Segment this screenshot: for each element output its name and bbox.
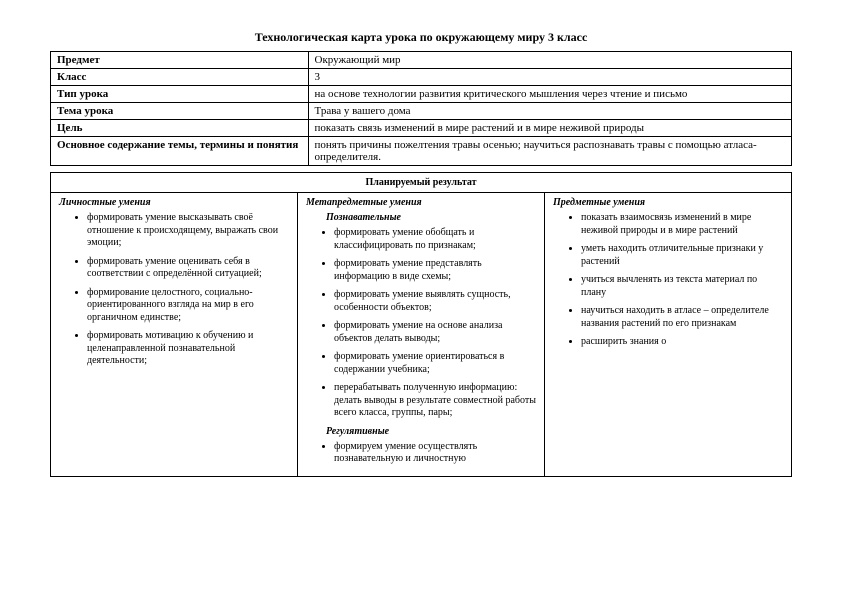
cognitive-list: формировать умение обобщать и классифици…: [306, 227, 536, 420]
list-item: формировать умение оценивать себя в соот…: [87, 256, 289, 281]
info-row: Тема урокаТрава у вашего дома: [51, 103, 792, 120]
list-item: расширить знания о: [581, 336, 783, 349]
page-title: Технологическая карта урока по окружающе…: [50, 30, 792, 45]
list-item: учиться вычленять из текста материал по …: [581, 274, 783, 299]
list-item: показать взаимосвязь изменений в мире не…: [581, 212, 783, 237]
info-row: Тип урока на основе технологии развития …: [51, 86, 792, 103]
list-item: формировать умение на основе анализа объ…: [334, 320, 536, 345]
info-label: Класс: [51, 69, 309, 86]
info-label: Тип урока: [51, 86, 309, 103]
personal-list: формировать умение высказывать своё отно…: [59, 212, 289, 368]
result-heading: Планируемый результат: [51, 173, 792, 193]
list-item: перерабатывать полученную информацию: де…: [334, 382, 536, 420]
result-table: Планируемый результат Личностные умения …: [50, 172, 792, 477]
regulative-head: Регулятивные: [326, 426, 536, 437]
list-item: формируем умение осуществлять познавател…: [334, 441, 536, 466]
regulative-list: формируем умение осуществлять познавател…: [306, 441, 536, 466]
info-row: ПредметОкружающий мир: [51, 52, 792, 69]
list-item: уметь находить отличительные признаки у …: [581, 243, 783, 268]
list-item: формировать умение представлять информац…: [334, 258, 536, 283]
info-label: Цель: [51, 120, 309, 137]
list-item: формирование целостного, социально-ориен…: [87, 287, 289, 325]
info-row: Цельпоказать связь изменений в мире раст…: [51, 120, 792, 137]
info-table: ПредметОкружающий мир Класс3 Тип урока н…: [50, 51, 792, 166]
personal-head: Личностные умения: [59, 197, 289, 208]
info-label: Тема урока: [51, 103, 309, 120]
info-row: Основное содержание темы, термины и поня…: [51, 137, 792, 166]
info-label: Основное содержание темы, термины и поня…: [51, 137, 309, 166]
info-value: Окружающий мир: [308, 52, 791, 69]
info-label: Предмет: [51, 52, 309, 69]
list-item: научиться находить в атласе – определите…: [581, 305, 783, 330]
personal-cell: Личностные умения формировать умение выс…: [51, 193, 298, 477]
info-value: на основе технологии развития критическо…: [308, 86, 791, 103]
cognitive-head: Познавательные: [326, 212, 536, 223]
meta-cell: Метапредметные умения Познавательные фор…: [298, 193, 545, 477]
subject-cell: Предметные умения показать взаимосвязь и…: [545, 193, 792, 477]
info-value: показать связь изменений в мире растений…: [308, 120, 791, 137]
subject-list: показать взаимосвязь изменений в мире не…: [553, 212, 783, 349]
info-value: понять причины пожелтения травы осенью; …: [308, 137, 791, 166]
list-item: формировать умение выявлять сущность, ос…: [334, 289, 536, 314]
info-value: 3: [308, 69, 791, 86]
info-value: Трава у вашего дома: [308, 103, 791, 120]
meta-head: Метапредметные умения: [306, 197, 536, 208]
list-item: формировать умение высказывать своё отно…: [87, 212, 289, 250]
info-row: Класс3: [51, 69, 792, 86]
list-item: формировать умение ориентироваться в сод…: [334, 351, 536, 376]
list-item: формировать умение обобщать и классифици…: [334, 227, 536, 252]
subject-head: Предметные умения: [553, 197, 783, 208]
list-item: формировать мотивацию к обучению и целен…: [87, 330, 289, 368]
